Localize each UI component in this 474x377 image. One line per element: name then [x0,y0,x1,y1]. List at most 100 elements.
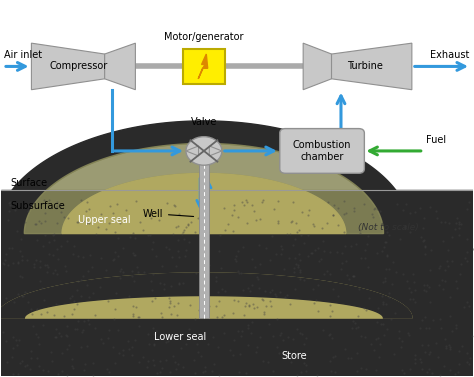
Circle shape [186,137,222,165]
Point [244,342,251,348]
Point [349,273,357,279]
Point [162,331,169,337]
Point [407,366,414,372]
Polygon shape [198,54,208,79]
Point [113,201,121,207]
Point [446,342,453,348]
Point [347,356,355,362]
Point [151,362,158,368]
Point [204,213,211,219]
Point [373,367,380,373]
Point [119,245,127,251]
Point [157,310,165,316]
Point [274,220,282,226]
Point [36,340,43,346]
Point [221,312,228,318]
Point [392,311,399,317]
Point [136,359,143,365]
Point [130,311,137,317]
Point [288,219,295,225]
Point [340,211,347,217]
Point [406,285,413,291]
Point [273,250,280,256]
Point [229,310,237,316]
Point [102,267,110,273]
Point [341,346,349,352]
Point [111,306,119,312]
Point [97,254,104,261]
Point [463,206,471,212]
Point [432,208,440,214]
Point [24,299,32,305]
Point [338,260,346,266]
Point [14,291,21,297]
Point [43,262,50,268]
Point [410,279,417,285]
Point [452,220,460,226]
Point [329,212,337,218]
Point [133,264,141,270]
Point [253,217,260,223]
Point [186,302,194,308]
Point [295,251,303,257]
Point [13,228,20,234]
Point [64,346,71,352]
Point [254,274,261,280]
Point [342,258,349,264]
Point [267,257,274,263]
Point [277,251,285,257]
Point [301,351,309,357]
Point [404,277,411,284]
Point [85,206,92,212]
Point [379,321,387,327]
Point [217,265,225,271]
Point [36,258,44,264]
Point [421,243,428,249]
Point [57,333,64,339]
Point [91,325,99,331]
Point [292,236,299,242]
Point [408,288,415,294]
Point [270,207,278,213]
Point [259,197,267,203]
Text: Lower seal: Lower seal [154,332,206,342]
Point [191,370,199,376]
Point [380,244,388,250]
Point [105,298,112,304]
Point [171,202,178,208]
Point [79,327,87,333]
Point [421,244,429,250]
Point [313,372,320,377]
Point [212,303,220,309]
Point [91,312,99,318]
Point [57,243,65,249]
Point [237,270,245,276]
Point [188,219,195,225]
Point [149,271,157,277]
Point [63,238,71,244]
Point [88,264,95,270]
Point [397,343,404,349]
Point [445,247,452,253]
Point [236,351,244,357]
Point [272,291,279,297]
Point [216,248,223,254]
Point [9,345,17,351]
Point [290,265,298,271]
Point [4,359,11,365]
Point [290,350,298,356]
Point [254,344,261,350]
Point [420,237,428,243]
Point [21,289,29,295]
Point [434,354,441,360]
Point [111,228,119,234]
Point [174,248,182,254]
Point [195,308,203,314]
Point [235,248,242,254]
Point [30,264,38,270]
Point [364,264,372,270]
Point [446,313,453,319]
Point [55,330,63,336]
Point [63,333,70,339]
Point [57,209,65,215]
